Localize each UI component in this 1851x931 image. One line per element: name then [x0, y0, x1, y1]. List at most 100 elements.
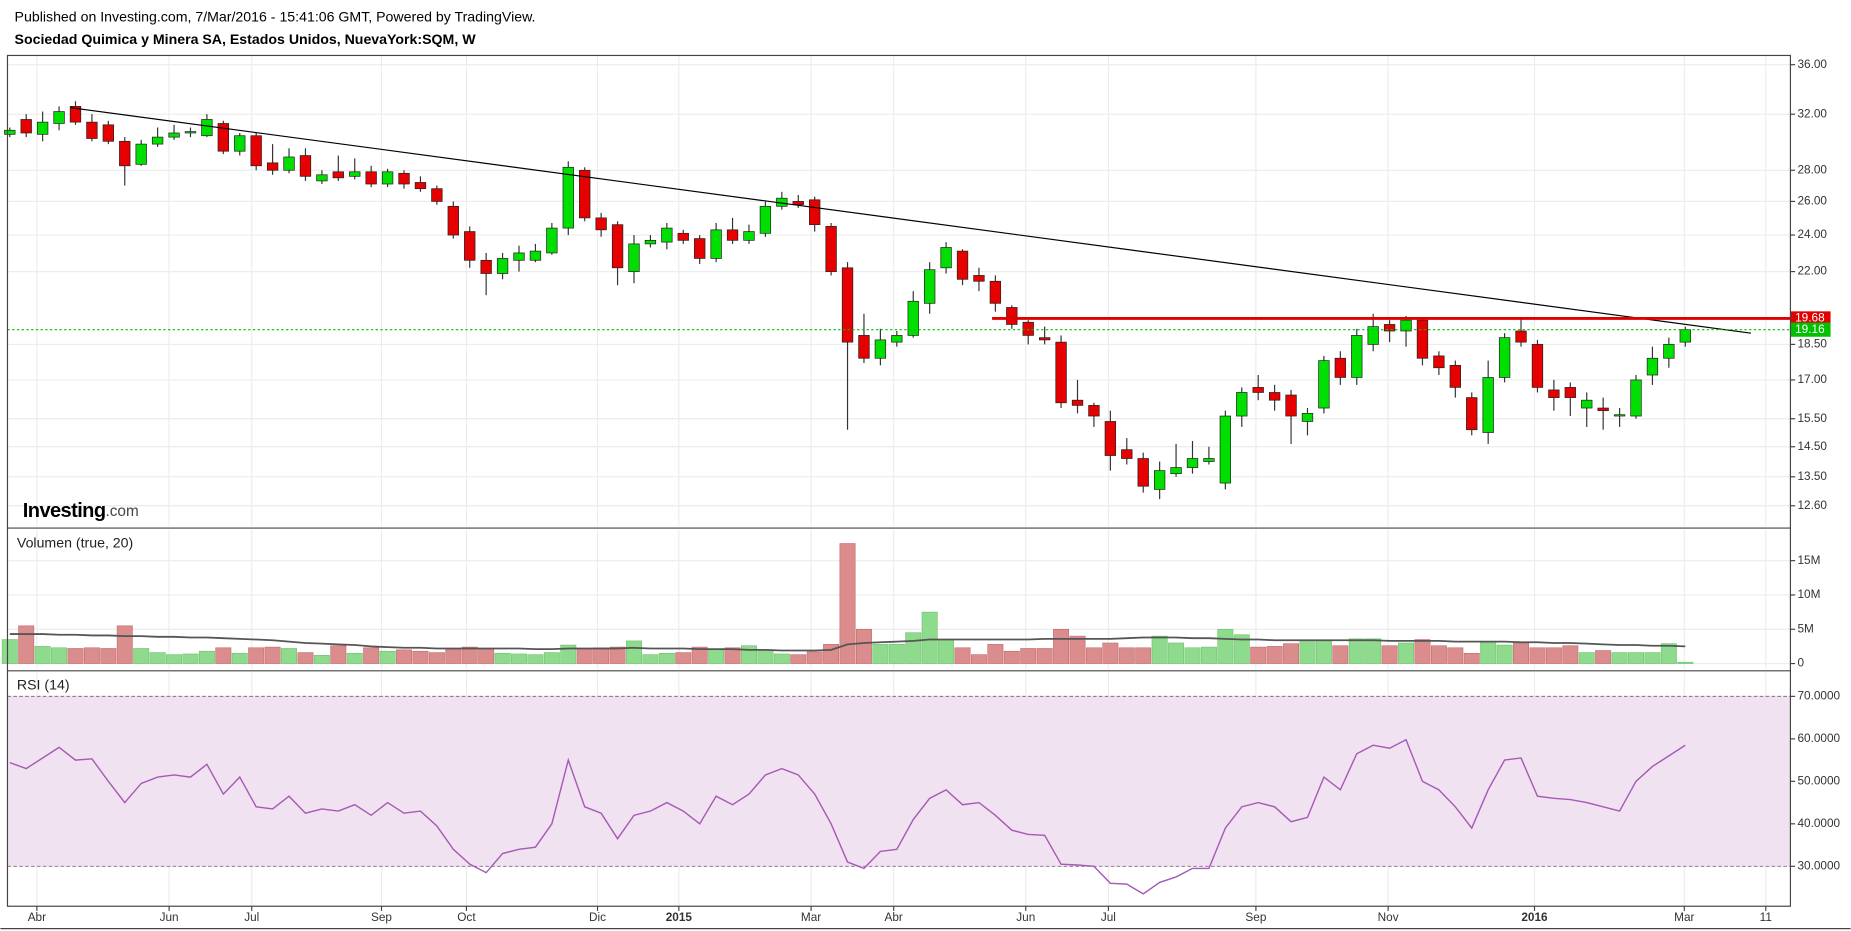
volume-bar: [1496, 644, 1513, 664]
volume-bar: [1135, 647, 1152, 664]
logo-main: Investing: [23, 500, 106, 522]
candle-body: [234, 135, 246, 152]
candle-body: [316, 174, 328, 182]
volume-bar: [18, 625, 35, 664]
volume-bar: [248, 647, 265, 664]
x-tick-label: Oct: [457, 911, 476, 924]
frame: [6, 54, 1792, 907]
volume-bar: [445, 649, 462, 664]
volume-bar: [1463, 652, 1480, 664]
candle-body: [496, 258, 509, 274]
volume-bar: [806, 651, 823, 664]
candle-body: [201, 119, 213, 137]
candle-body: [1564, 387, 1576, 398]
trendline: [70, 107, 1752, 334]
volume-bar: [593, 647, 610, 664]
candle-body: [299, 155, 312, 177]
volume-bar: [970, 654, 987, 664]
volume-bar: [609, 646, 626, 664]
candle-body: [1630, 379, 1642, 417]
volume-bar: [198, 650, 215, 664]
candle-body: [1597, 407, 1609, 412]
candle-body: [677, 232, 689, 241]
volume-bar: [1250, 646, 1267, 664]
candle-body: [924, 269, 936, 304]
candle-body: [119, 140, 131, 167]
level-label-box: [1790, 311, 1831, 326]
volume-bar: [1513, 642, 1529, 664]
volume-bar: [905, 632, 922, 664]
volume-bar: [1151, 635, 1168, 664]
volume-bar: [724, 647, 741, 664]
candle-body: [1515, 330, 1527, 343]
volume-bar: [149, 652, 166, 664]
candle-body: [184, 131, 197, 134]
candle-body: [940, 247, 952, 269]
candle-body: [546, 227, 558, 254]
volume-bar: [1020, 648, 1037, 664]
volume-bar: [839, 543, 856, 664]
volume-bar: [231, 652, 248, 664]
candle-body: [1400, 319, 1412, 332]
candle-body: [1285, 394, 1297, 417]
y-tick-label: 13.50: [1798, 470, 1828, 483]
y-tick-label: 17.00: [1798, 373, 1828, 386]
y-tick-label: 30.0000: [1798, 859, 1841, 872]
candle-body: [1170, 467, 1182, 475]
logo: Investing.com: [23, 500, 139, 522]
candle-body: [414, 182, 427, 190]
x-tick-label: Nov: [1378, 911, 1399, 924]
volume-bar: [396, 649, 412, 664]
candle-body: [266, 162, 279, 171]
candle-body: [1153, 470, 1166, 490]
candle-body: [102, 124, 115, 142]
volume-bar: [1266, 646, 1283, 664]
volume-bar: [888, 644, 905, 664]
volume-bar: [330, 645, 347, 664]
candle-body: [135, 143, 147, 165]
candle-body: [1038, 337, 1051, 341]
candle-body: [1236, 392, 1248, 417]
y-tick-label: 26.00: [1798, 195, 1828, 208]
volume-bar: [741, 645, 757, 664]
volume-bar: [100, 648, 117, 664]
volume-bar: [363, 647, 380, 664]
candle-body: [1268, 392, 1281, 401]
x-tick-label: Sep: [371, 911, 392, 924]
candle-body: [1121, 449, 1133, 459]
candle-body: [431, 188, 443, 202]
volume-bar: [1053, 628, 1070, 664]
candle-body: [480, 259, 492, 274]
candle-body: [841, 267, 854, 343]
x-tick-label: Sep: [1245, 911, 1266, 924]
x-tick-label: Dic: [589, 911, 606, 924]
volume-bar: [281, 648, 297, 664]
candle-body: [743, 231, 755, 241]
marks: Abr Jun Jul Sep Oct Dic 2015 Mar Abr Jun Jul Sep Nov…: [1, 58, 1841, 924]
y-tick-label: 15M: [1798, 554, 1821, 567]
candle-body: [1466, 397, 1478, 431]
candle-body: [1498, 337, 1511, 378]
candle-body: [1548, 389, 1560, 398]
candle-body: [1646, 357, 1659, 376]
candle-body: [1071, 399, 1084, 406]
y-tick-label: 14.50: [1798, 440, 1828, 453]
volume-bar: [461, 646, 478, 664]
candle-body: [1186, 458, 1199, 468]
candle-body: [579, 169, 591, 219]
volume-bar: [215, 647, 232, 664]
candle-body: [4, 129, 16, 135]
y-tick-label: 36.00: [1798, 58, 1828, 71]
volume-bar: [1283, 643, 1300, 664]
volume-bar: [1660, 643, 1677, 664]
candle-body: [611, 224, 624, 269]
candle-body: [1104, 421, 1117, 456]
candle-body: [513, 252, 525, 261]
candle-body: [1022, 321, 1034, 336]
candle-body: [694, 238, 706, 259]
volume-bar: [1677, 661, 1694, 664]
candle-body: [20, 119, 32, 134]
volume-bar: [34, 646, 51, 664]
x-tick-label: Abr: [28, 911, 46, 924]
